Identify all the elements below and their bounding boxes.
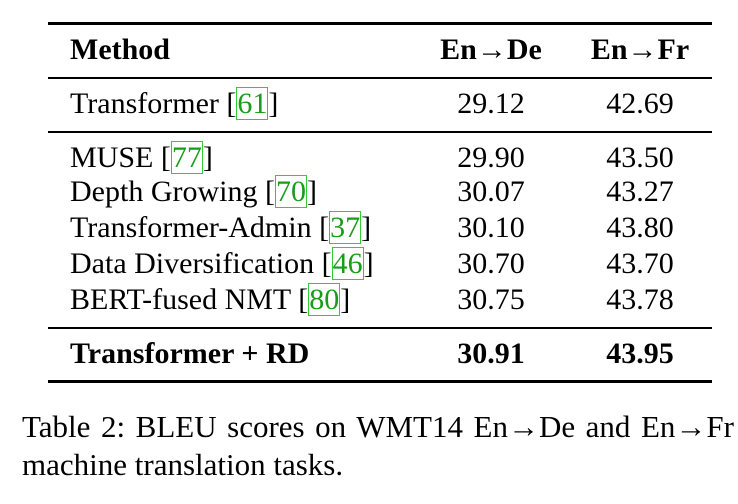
row-method: Depth Growing [70] <box>70 175 317 208</box>
ours-rule <box>48 327 712 329</box>
top-rule <box>48 22 712 25</box>
baseline-method-name: Transformer <box>70 87 219 120</box>
row-en-de: 30.75 <box>457 283 525 316</box>
baseline-en-de: 29.12 <box>457 87 525 120</box>
table-caption: Table 2: BLEU scores on WMT14 En→De and … <box>22 409 734 482</box>
row-en-de: 30.70 <box>457 247 525 280</box>
header-method: Method <box>70 33 170 66</box>
row-method: BERT-fused NMT [80] <box>70 283 351 316</box>
header-rule <box>48 77 712 79</box>
row-en-de: 29.90 <box>457 141 525 174</box>
row-method: Transformer-Admin [37] <box>70 211 372 244</box>
ours-en-de: 30.91 <box>457 337 525 370</box>
citation-link[interactable]: 77 <box>170 141 203 174</box>
row-method-name: Depth Growing <box>70 175 258 208</box>
baseline-method: Transformer [61] <box>70 87 279 120</box>
citation-link[interactable]: 46 <box>331 247 364 280</box>
citation-link[interactable]: 61 <box>236 87 269 120</box>
row-en-fr: 43.78 <box>606 283 674 316</box>
row-method: Data Diversification [46] <box>70 247 374 280</box>
baseline-rule <box>48 131 712 133</box>
row-method: MUSE [77] <box>70 141 213 174</box>
row-en-de: 30.07 <box>457 175 525 208</box>
citation-link[interactable]: 70 <box>274 175 307 208</box>
ours-en-fr: 43.95 <box>606 337 674 370</box>
ours-method: Transformer + RD <box>70 337 310 370</box>
row-method-name: Transformer-Admin <box>70 211 312 244</box>
row-en-fr: 43.27 <box>606 175 674 208</box>
row-en-fr: 43.70 <box>606 247 674 280</box>
baseline-en-fr: 42.69 <box>606 87 674 120</box>
header-en-fr: En→Fr <box>590 33 690 66</box>
bottom-rule <box>48 380 712 383</box>
row-en-fr: 43.80 <box>606 211 674 244</box>
row-en-fr: 43.50 <box>606 141 674 174</box>
row-method-name: Data Diversification <box>70 247 315 280</box>
row-en-de: 30.10 <box>457 211 525 244</box>
citation-link[interactable]: 37 <box>329 211 362 244</box>
citation-link[interactable]: 80 <box>308 283 341 316</box>
row-method-name: BERT-fused NMT <box>70 283 291 316</box>
header-en-de: En→De <box>440 33 542 66</box>
row-method-name: MUSE <box>70 141 154 174</box>
